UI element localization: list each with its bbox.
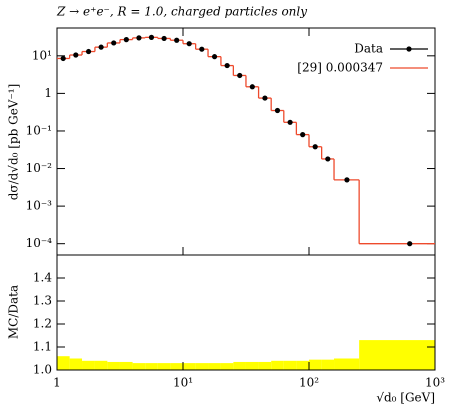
data-point bbox=[262, 95, 268, 101]
data-point bbox=[312, 144, 318, 150]
ratio-band bbox=[271, 360, 284, 370]
y-axis-label: dσ/d√d₀ [pb GeV⁻¹] bbox=[7, 84, 21, 201]
ratio-band bbox=[233, 361, 246, 370]
data-point bbox=[186, 41, 192, 47]
legend-label: [29] 0.000347 bbox=[297, 61, 383, 75]
ratio-band bbox=[183, 363, 196, 370]
data-point bbox=[274, 107, 281, 114]
ratio-band bbox=[170, 363, 183, 370]
ratio-band bbox=[245, 361, 259, 370]
ratio-band bbox=[107, 361, 120, 370]
ratio-band bbox=[195, 363, 209, 370]
x-axis-label: √d₀ [GeV] bbox=[376, 391, 435, 405]
x-tick-label: 10² bbox=[299, 376, 319, 390]
data-point bbox=[60, 55, 66, 62]
ratio-frame bbox=[56, 254, 436, 371]
ratio-band bbox=[321, 359, 335, 370]
data-point bbox=[300, 132, 306, 138]
ratio-band bbox=[258, 361, 272, 370]
ratio-band bbox=[334, 358, 360, 370]
ratio-band bbox=[283, 360, 297, 370]
ratio-y-tick-label: 1.1 bbox=[33, 340, 52, 354]
data-point bbox=[211, 54, 218, 60]
data-point bbox=[148, 34, 155, 40]
ratio-band bbox=[309, 359, 322, 370]
ratio-band bbox=[296, 360, 309, 370]
ratio-y-tick-label: 1.2 bbox=[33, 317, 52, 331]
x-tick-label: 10¹ bbox=[173, 376, 193, 390]
legend-label: Data bbox=[354, 42, 383, 56]
legend-marker bbox=[406, 46, 412, 52]
ratio-y-tick-label: 1.0 bbox=[33, 363, 52, 377]
ratio-band bbox=[220, 363, 234, 370]
data-point bbox=[174, 37, 180, 43]
data-point bbox=[123, 37, 129, 43]
data-point bbox=[249, 84, 255, 90]
ratio-band bbox=[69, 358, 83, 370]
data-point bbox=[73, 52, 79, 58]
ratio-band bbox=[57, 356, 70, 370]
data-point bbox=[237, 72, 243, 79]
ratio-band bbox=[132, 363, 146, 370]
data-point bbox=[407, 241, 413, 247]
ratio-y-tick-label: 1.3 bbox=[33, 294, 52, 308]
data-point bbox=[85, 48, 92, 55]
y-tick-label: 10⁻¹ bbox=[26, 123, 52, 137]
ratio-band bbox=[82, 360, 95, 370]
x-tick-label: 10³ bbox=[425, 376, 445, 390]
data-point bbox=[136, 35, 142, 41]
x-tick-label: 1 bbox=[53, 376, 61, 390]
data-point bbox=[344, 177, 350, 183]
ratio-band bbox=[119, 361, 133, 370]
data-point bbox=[224, 62, 230, 69]
chart-title: Z → e⁺e⁻, R = 1.0, charged particles onl… bbox=[56, 5, 307, 19]
ratio-band bbox=[157, 363, 171, 370]
y-tick-label: 10⁻³ bbox=[26, 199, 53, 213]
data-point bbox=[161, 35, 167, 42]
data-point bbox=[111, 40, 117, 46]
data-point bbox=[98, 44, 104, 50]
y-tick-label: 10⁻⁴ bbox=[26, 236, 53, 250]
y-tick-label: 1 bbox=[44, 86, 52, 100]
ratio-band bbox=[359, 340, 435, 370]
data-point bbox=[325, 156, 331, 162]
ratio-band bbox=[145, 363, 158, 370]
ratio-y-tick-label: 1.4 bbox=[33, 271, 52, 285]
ratio-band bbox=[208, 363, 221, 370]
y-tick-label: 10¹ bbox=[32, 48, 52, 62]
ratio-y-axis-label: MC/Data bbox=[7, 285, 21, 339]
ratio-band bbox=[94, 360, 108, 370]
data-point bbox=[287, 119, 293, 125]
y-tick-label: 10⁻² bbox=[26, 161, 53, 175]
data-point bbox=[199, 46, 205, 52]
